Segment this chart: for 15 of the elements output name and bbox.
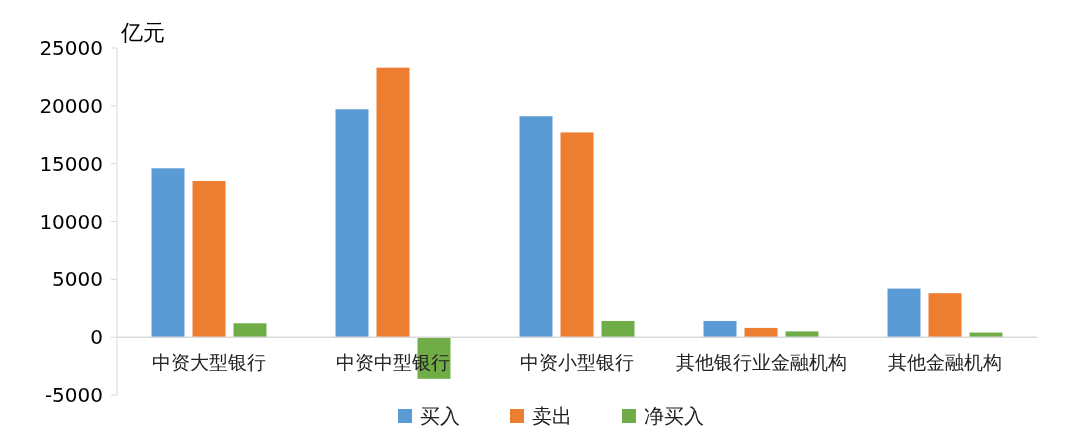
legend-label: 卖出 bbox=[532, 404, 572, 428]
y-tick-label: 5000 bbox=[52, 267, 103, 292]
y-tick-label: 15000 bbox=[39, 151, 103, 176]
x-tick-label: 中资大型银行 bbox=[152, 351, 266, 374]
x-tick-label: 中资小型银行 bbox=[520, 351, 634, 374]
x-tick-label: 其他银行业金融机构 bbox=[675, 351, 847, 374]
y-tick-label: 25000 bbox=[39, 36, 103, 60]
x-tick-label: 其他金融机构 bbox=[888, 351, 1002, 374]
y-tick-label: 20000 bbox=[39, 93, 103, 118]
legend-label: 净买入 bbox=[644, 404, 704, 428]
y-tick-label: 0 bbox=[90, 325, 103, 350]
y-tick-label: -5000 bbox=[44, 383, 103, 407]
y-tick-label: 10000 bbox=[39, 209, 103, 234]
y-axis-title: 亿元 bbox=[120, 20, 165, 45]
legend-label: 买入 bbox=[420, 404, 460, 428]
